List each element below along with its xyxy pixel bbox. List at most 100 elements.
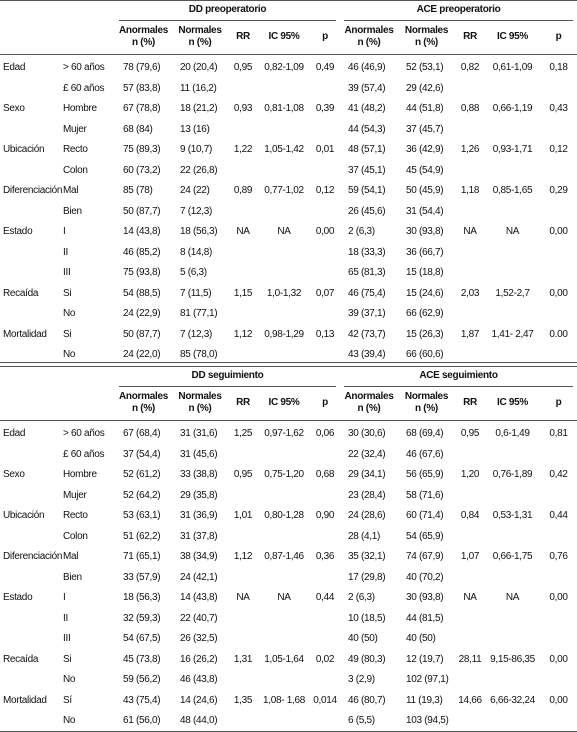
cell: 52 (61,2) <box>123 469 161 481</box>
column-header: Normales n (%) <box>172 20 228 54</box>
cell: 42 (73,7) <box>348 328 386 340</box>
cell: 1,12 <box>233 328 253 340</box>
cell: 2 (6,3) <box>348 592 375 604</box>
cell: 0,13 <box>315 328 335 340</box>
cell: 66 (62,9) <box>406 308 444 320</box>
cell: 49 (80,3) <box>348 653 386 665</box>
cell: 0,00 <box>549 287 568 299</box>
cell: NA <box>505 592 520 604</box>
cell: 0,00 <box>549 694 568 706</box>
cell: 67 (78,8) <box>123 103 161 115</box>
row-sublabel: II <box>63 612 68 624</box>
column-header: Normales n (%) <box>398 20 455 54</box>
cell: NA <box>236 592 250 604</box>
cell: 9 (10,7) <box>180 144 213 156</box>
column-header-line: n (%) <box>188 37 212 48</box>
cell: 45 (54,9) <box>406 164 444 176</box>
cell: 2,03 <box>460 287 480 299</box>
cell: 6 (5,5) <box>348 715 375 727</box>
cell: 0,84 <box>460 510 480 522</box>
column-header: Normales n (%) <box>398 386 455 420</box>
cell: 43 (75,4) <box>123 694 161 706</box>
cell: 0,93 <box>233 103 253 115</box>
cell: 81 (77,1) <box>180 308 218 320</box>
column-header-line: n (%) <box>357 403 381 414</box>
cell: 102 (97,1) <box>406 674 449 686</box>
cell: 1,01 <box>233 510 253 522</box>
cell: 31 (31,6) <box>180 428 218 440</box>
cell: 0,49 <box>315 62 335 74</box>
cell: NA <box>463 226 477 238</box>
cell: 1,41- 2,47 <box>491 328 534 340</box>
cell: 13 (16) <box>180 123 210 135</box>
row-label: Sexo <box>3 469 25 481</box>
cell: 31 (36,9) <box>180 510 218 522</box>
cell: 0,00 <box>315 226 335 238</box>
cell: 24 (22) <box>180 185 210 197</box>
column-header: RR <box>228 20 258 54</box>
cell: 0,00 <box>549 653 568 665</box>
cell: 0,85-1,65 <box>492 185 533 197</box>
cell: 15 (18,8) <box>406 267 444 279</box>
column-header: Anormales n (%) <box>115 386 172 420</box>
cell: 60 (73,2) <box>123 164 161 176</box>
row-sublabel: III <box>63 633 71 645</box>
cell: 35 (32,1) <box>348 551 386 563</box>
cell: 71 (65,1) <box>123 551 161 563</box>
cell: 46 (75,4) <box>348 287 386 299</box>
cell: 0,95 <box>233 469 253 481</box>
cell: 0,00 <box>549 592 568 604</box>
cell: 0,95 <box>460 428 480 440</box>
cell: 0,12 <box>549 144 568 156</box>
cell: 10 (18,5) <box>348 612 386 624</box>
column-header-line: RR <box>463 31 477 42</box>
row-sublabel: Recto <box>63 510 88 522</box>
cell: 1,35 <box>233 694 253 706</box>
cell: 31 (45,6) <box>180 448 218 460</box>
cell: 46 (43,8) <box>180 674 218 686</box>
rule <box>344 386 573 387</box>
cell: 52 (53,1) <box>406 62 444 74</box>
column-header-line: RR <box>236 397 250 408</box>
cell: 0,07 <box>315 287 335 299</box>
column-header-line: Normales <box>178 391 222 402</box>
cell: 0,76-1,89 <box>492 469 533 481</box>
cell: 1,18 <box>460 185 480 197</box>
cell: 0,82-1,09 <box>264 62 304 74</box>
cell: 85 (78) <box>123 185 153 197</box>
row-sublabel: III <box>63 267 71 279</box>
row-sublabel: Mujer <box>63 123 87 135</box>
column-header-line: IC 95% <box>268 31 300 42</box>
cell: 0,97-1,62 <box>264 428 304 440</box>
cell: 57 (83,8) <box>123 82 161 94</box>
cell: 61 (56,0) <box>123 715 161 727</box>
cell: 1,26 <box>460 144 480 156</box>
cell: 39 (37,1) <box>348 308 386 320</box>
cell: 26 (45,6) <box>348 205 386 217</box>
cell: 40 (50) <box>406 633 436 645</box>
cell: 58 (71,6) <box>406 489 444 501</box>
cell: NA <box>236 226 250 238</box>
column-header-line: Anormales <box>119 25 168 36</box>
column-header: RR <box>455 20 485 54</box>
row-sublabel: No <box>63 349 76 361</box>
cell: 7 (11,5) <box>180 287 212 299</box>
cell: 103 (94,5) <box>406 715 449 727</box>
cell: 78 (79,6) <box>123 62 161 74</box>
column-header-line: IC 95% <box>497 31 528 42</box>
cell: 1,05-1,64 <box>264 653 304 665</box>
group-header: ACE preoperatorio <box>416 4 501 15</box>
cell: 8 (14,8) <box>180 246 213 258</box>
row-sublabel: > 60 años <box>63 62 105 74</box>
cell: 0,43 <box>549 103 568 115</box>
column-header-line: RR <box>236 31 250 42</box>
cell: 74 (67,9) <box>406 551 444 563</box>
cell: 28,11 <box>458 653 482 665</box>
cell: 14 (24,6) <box>180 694 218 706</box>
cell: 0,00 <box>549 226 568 238</box>
cell: 46 (46,9) <box>348 62 386 74</box>
row-sublabel: Colon <box>63 530 88 542</box>
cell: 50 (87,7) <box>123 205 161 217</box>
cell: 33 (57,9) <box>123 571 161 583</box>
